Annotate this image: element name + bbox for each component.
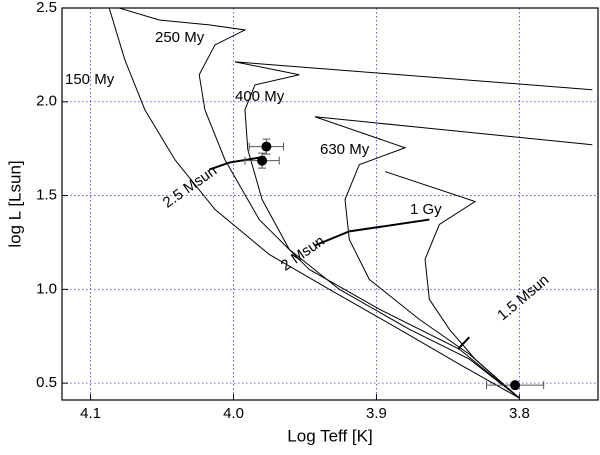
y-tick-label: 1.0 (36, 280, 57, 297)
y-tick-label: 0.5 (36, 374, 57, 391)
curve-label: 250 My (155, 29, 205, 46)
curve (314, 116, 593, 399)
y-tick-label: 2.0 (36, 93, 57, 110)
x-tick-label: 4.0 (223, 405, 244, 422)
x-axis-label: Log Teff [K] (287, 426, 372, 445)
y-axis-label: log L [Lsun] (5, 160, 24, 247)
curve-label: 1.5 Msun (494, 271, 552, 324)
curve (119, 8, 520, 399)
x-tick-label: 3.8 (509, 405, 530, 422)
curve-label: 400 My (235, 88, 285, 105)
curve (457, 336, 471, 350)
curve (108, 8, 520, 399)
curve (314, 218, 430, 247)
curve (208, 155, 266, 171)
curve (384, 171, 520, 399)
y-tick-label: 2.5 (36, 0, 57, 16)
plot-frame (61, 7, 599, 401)
curve-label: 150 My (65, 71, 115, 88)
data-point (510, 380, 521, 391)
curve-label: 2 Msun (278, 232, 328, 274)
x-tick-label: 4.1 (80, 405, 101, 422)
curve-label: 1 Gy (410, 201, 442, 218)
x-tick-label: 3.9 (366, 405, 387, 422)
curve-label: 630 My (320, 141, 370, 158)
curve (234, 61, 593, 399)
data-point (257, 155, 268, 166)
data-point (261, 141, 272, 152)
y-tick-label: 1.5 (36, 187, 57, 204)
